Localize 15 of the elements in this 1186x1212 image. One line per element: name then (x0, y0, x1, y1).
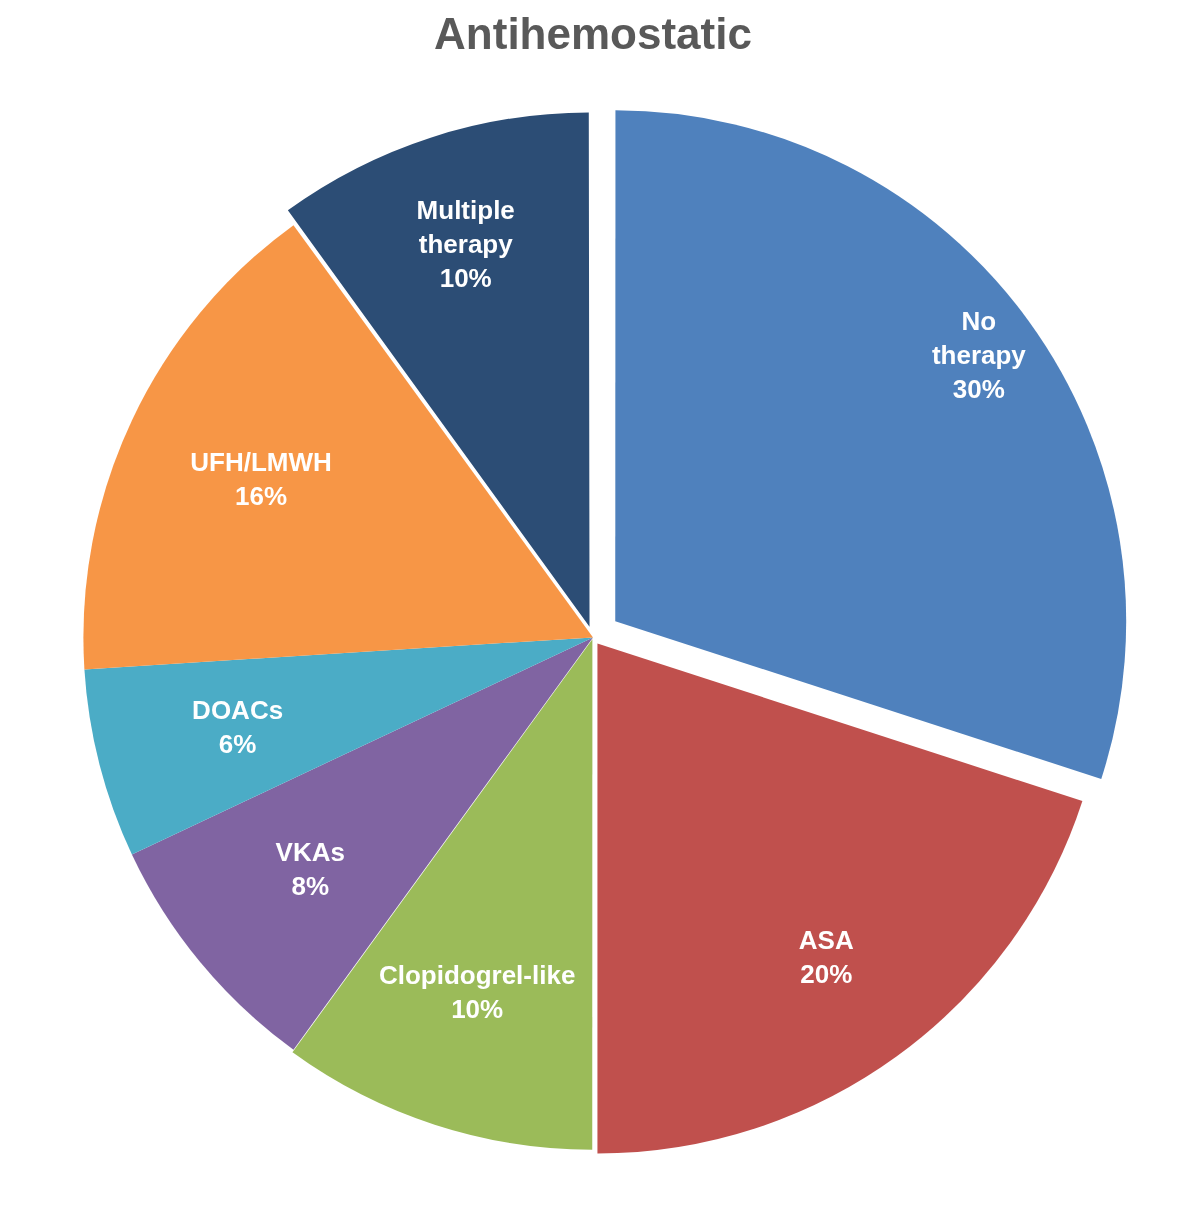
slice-label: VKAs (275, 837, 345, 868)
slice-label: DOACs (192, 694, 284, 725)
slice-label: Clopidogrel-like (378, 960, 576, 991)
slice-label: ASA (798, 924, 854, 955)
data-label: 10% (451, 994, 504, 1025)
slice-label: No therapy (931, 306, 1027, 371)
data-label: 20% (800, 958, 853, 989)
data-label: 6% (218, 728, 257, 759)
data-label: 30% (952, 374, 1005, 405)
slice-label: Multiple therapy (416, 194, 515, 259)
data-label: 16% (234, 481, 288, 512)
slice-label: UFH/LMWH (190, 447, 332, 478)
data-label: 10% (439, 262, 492, 293)
chart-title: Antihemostatic (434, 8, 752, 58)
data-label: 8% (291, 871, 330, 902)
